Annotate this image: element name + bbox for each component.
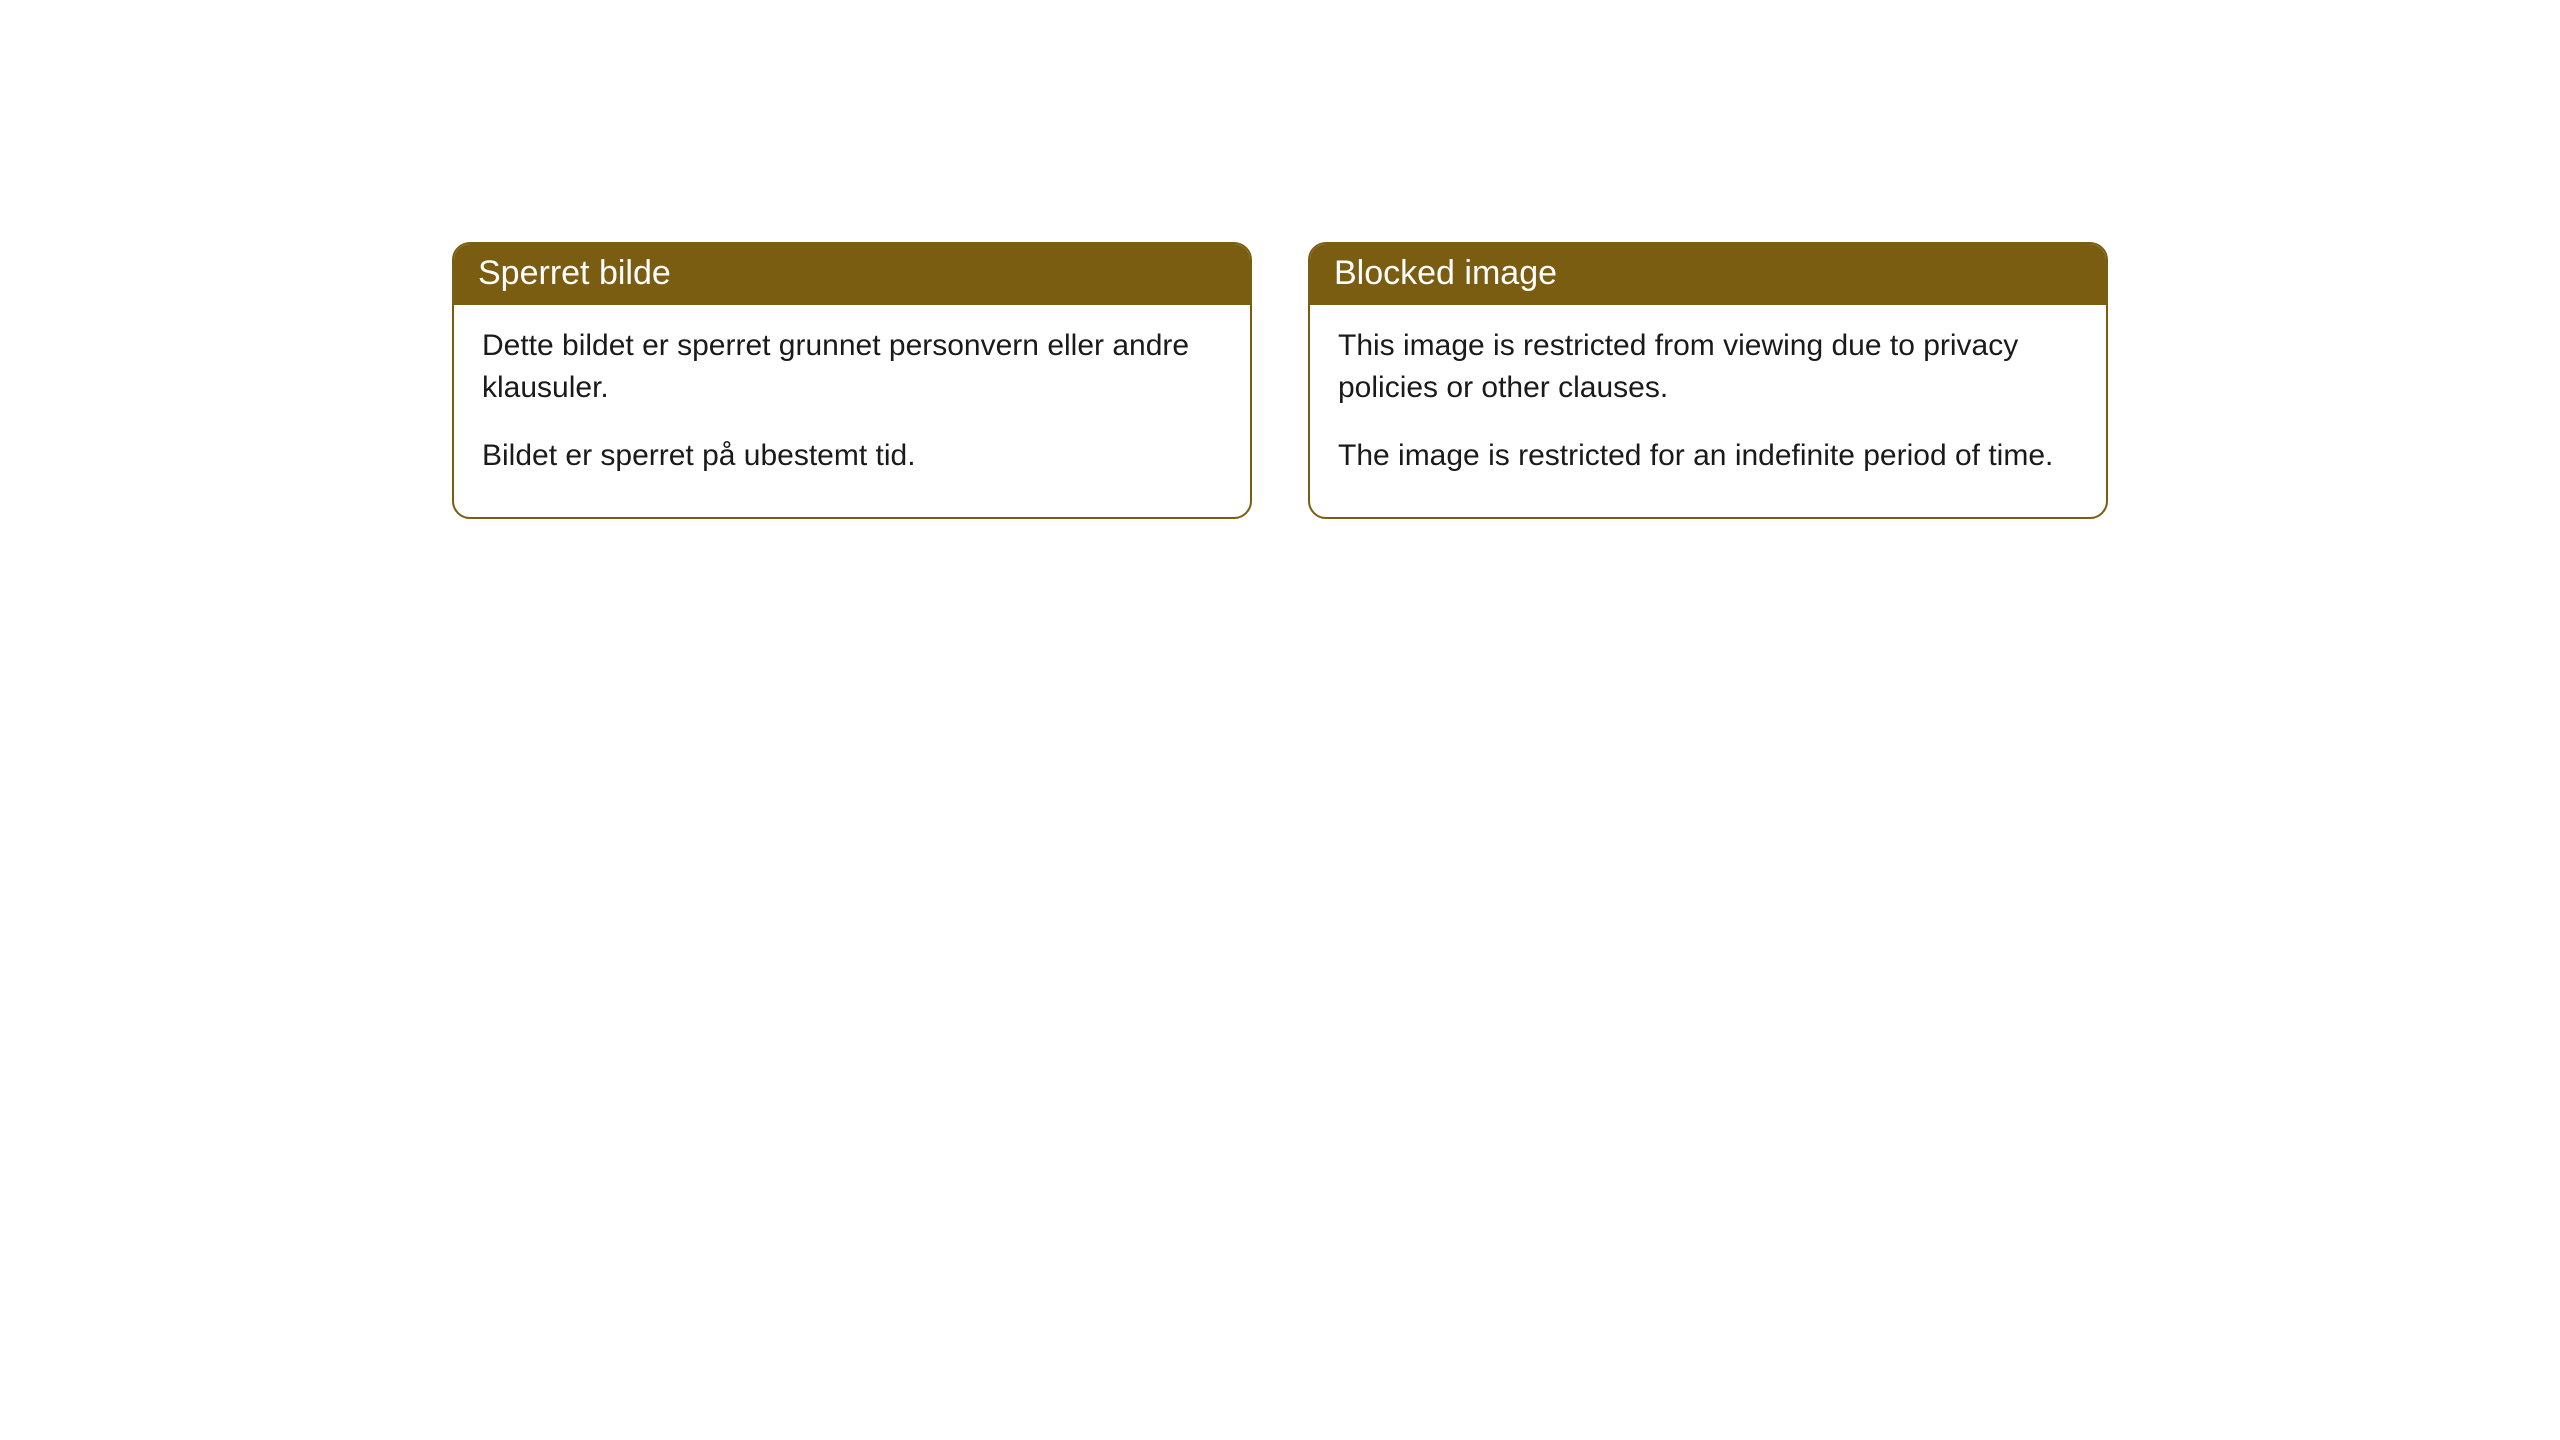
card-norwegian: Sperret bilde Dette bildet er sperret gr… — [452, 242, 1252, 519]
card-title: Sperret bilde — [478, 254, 671, 292]
card-english: Blocked image This image is restricted f… — [1308, 242, 2108, 519]
card-title: Blocked image — [1334, 254, 1557, 292]
card-body-english: This image is restricted from viewing du… — [1310, 305, 2106, 517]
card-header-english: Blocked image — [1310, 244, 2106, 305]
card-body-norwegian: Dette bildet er sperret grunnet personve… — [454, 305, 1250, 517]
card-paragraph: The image is restricted for an indefinit… — [1338, 435, 2078, 477]
card-paragraph: Bildet er sperret på ubestemt tid. — [482, 435, 1222, 477]
card-paragraph: Dette bildet er sperret grunnet personve… — [482, 325, 1222, 409]
card-header-norwegian: Sperret bilde — [454, 244, 1250, 305]
cards-container: Sperret bilde Dette bildet er sperret gr… — [0, 0, 2560, 519]
card-paragraph: This image is restricted from viewing du… — [1338, 325, 2078, 409]
